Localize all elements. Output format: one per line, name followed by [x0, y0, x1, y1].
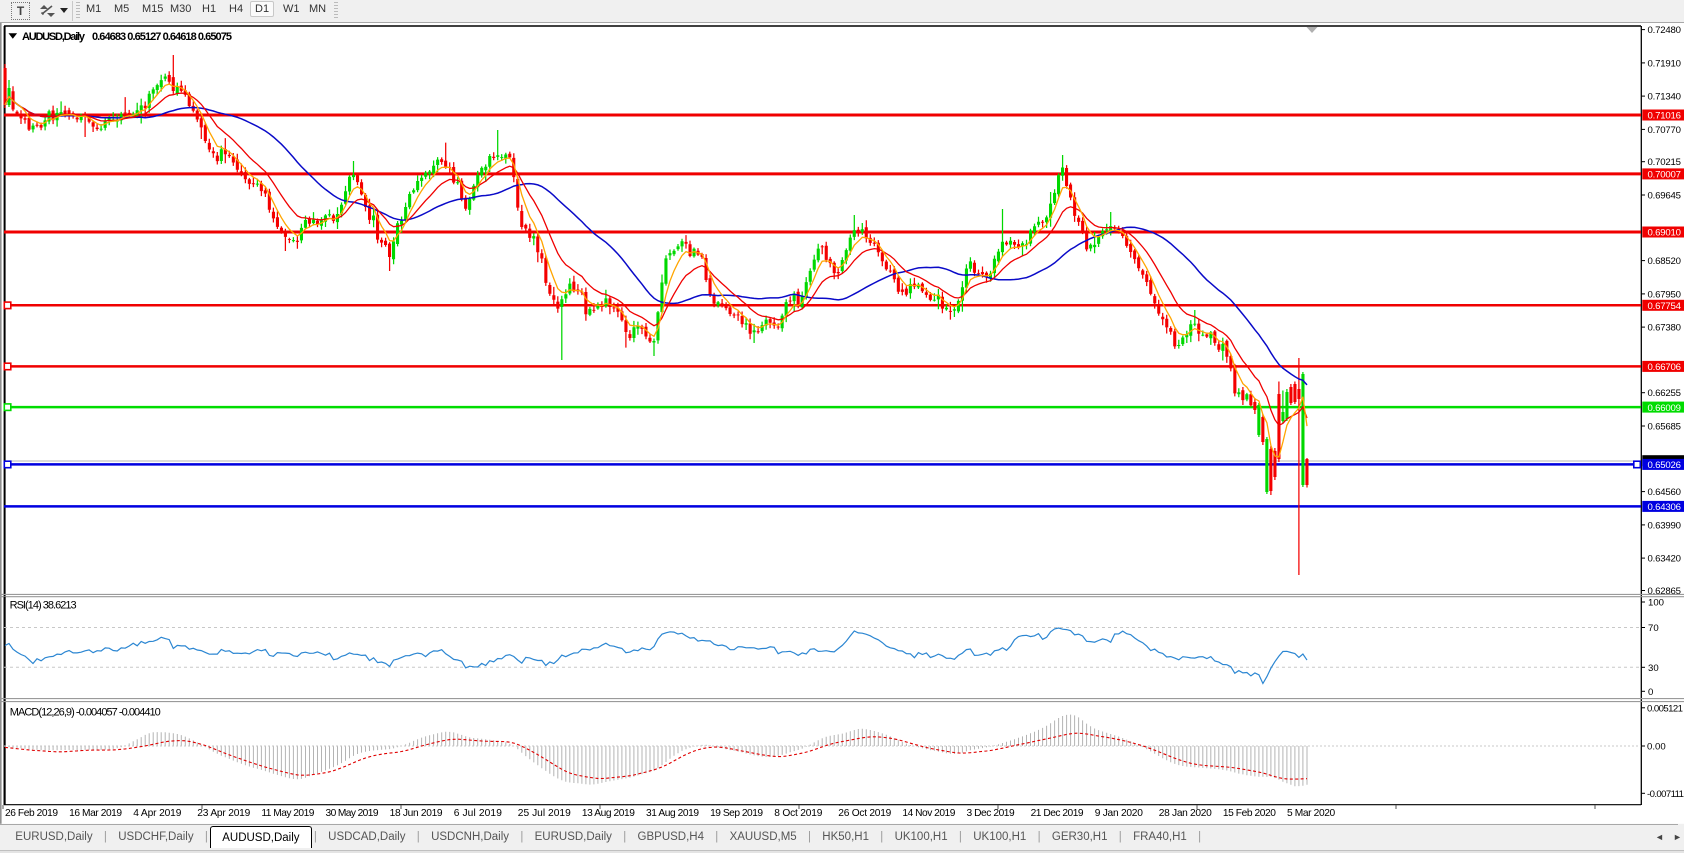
svg-text:0.005121: 0.005121 [1647, 703, 1683, 714]
svg-text:0.69645: 0.69645 [1648, 191, 1682, 202]
svg-text:0.64683 0.65127 0.64618 0.6507: 0.64683 0.65127 0.64618 0.65075 [92, 31, 232, 43]
svg-text:0.63990: 0.63990 [1648, 520, 1682, 531]
svg-text:5 Mar 2020: 5 Mar 2020 [1287, 808, 1336, 819]
svg-text:0.72480: 0.72480 [1648, 25, 1682, 36]
svg-text:9 Jan 2020: 9 Jan 2020 [1095, 808, 1144, 819]
svg-text:23 Apr 2019: 23 Apr 2019 [197, 808, 250, 819]
svg-text:13 Aug 2019: 13 Aug 2019 [582, 808, 635, 819]
svg-text:0.66009: 0.66009 [1648, 403, 1682, 414]
svg-text:0.67950: 0.67950 [1648, 289, 1682, 300]
svg-text:30: 30 [1648, 663, 1659, 674]
svg-text:4 Apr 2019: 4 Apr 2019 [133, 808, 182, 819]
svg-text:0.63420: 0.63420 [1648, 554, 1682, 565]
svg-text:70: 70 [1648, 623, 1659, 634]
svg-text:16 Mar 2019: 16 Mar 2019 [69, 808, 122, 819]
svg-text:14 Nov 2019: 14 Nov 2019 [902, 808, 955, 819]
svg-text:0.00: 0.00 [1647, 742, 1666, 753]
svg-text:26 Feb 2019: 26 Feb 2019 [5, 808, 58, 819]
svg-text:0.68520: 0.68520 [1648, 256, 1682, 267]
svg-text:0.71910: 0.71910 [1648, 58, 1682, 69]
svg-text:3 Dec 2019: 3 Dec 2019 [967, 808, 1016, 819]
svg-text:25 Jul 2019: 25 Jul 2019 [518, 808, 571, 819]
svg-text:0.70215: 0.70215 [1648, 157, 1682, 168]
svg-text:0.65026: 0.65026 [1648, 460, 1682, 471]
svg-text:0.65685: 0.65685 [1648, 422, 1682, 433]
svg-text:6 Jul 2019: 6 Jul 2019 [454, 808, 503, 819]
svg-text:RSI(14) 38.6213: RSI(14) 38.6213 [10, 600, 77, 612]
svg-text:-0.007111: -0.007111 [1647, 789, 1684, 800]
svg-text:19 Sep 2019: 19 Sep 2019 [710, 808, 763, 819]
svg-text:0.70770: 0.70770 [1648, 125, 1682, 136]
svg-text:0.69010: 0.69010 [1648, 228, 1682, 239]
svg-text:100: 100 [1648, 598, 1664, 609]
svg-text:MACD(12,26,9) -0.004057 -0.004: MACD(12,26,9) -0.004057 -0.004410 [10, 707, 161, 719]
svg-text:21 Dec 2019: 21 Dec 2019 [1031, 808, 1084, 819]
svg-text:0.71340: 0.71340 [1648, 92, 1682, 103]
svg-text:0.64560: 0.64560 [1648, 487, 1682, 498]
svg-text:31 Aug 2019: 31 Aug 2019 [646, 808, 699, 819]
svg-text:0.67754: 0.67754 [1648, 301, 1682, 312]
svg-text:0.66255: 0.66255 [1648, 388, 1682, 399]
svg-text:26 Oct 2019: 26 Oct 2019 [838, 808, 891, 819]
svg-text:0.70007: 0.70007 [1648, 170, 1682, 181]
svg-text:0.64306: 0.64306 [1648, 502, 1682, 513]
svg-text:0.67380: 0.67380 [1648, 323, 1682, 334]
svg-text:8 Oct 2019: 8 Oct 2019 [774, 808, 823, 819]
svg-text:30 May 2019: 30 May 2019 [326, 808, 379, 819]
svg-text:15 Feb 2020: 15 Feb 2020 [1223, 808, 1276, 819]
svg-text:18 Jun 2019: 18 Jun 2019 [390, 808, 443, 819]
svg-text:0.62865: 0.62865 [1648, 586, 1682, 597]
svg-text:28 Jan 2020: 28 Jan 2020 [1159, 808, 1212, 819]
svg-text:0.66706: 0.66706 [1648, 362, 1682, 373]
svg-text:0: 0 [1648, 687, 1653, 698]
svg-text:11 May 2019: 11 May 2019 [261, 808, 314, 819]
svg-text:0.71016: 0.71016 [1648, 111, 1682, 122]
svg-text:AUDUSD,Daily: AUDUSD,Daily [22, 31, 86, 43]
